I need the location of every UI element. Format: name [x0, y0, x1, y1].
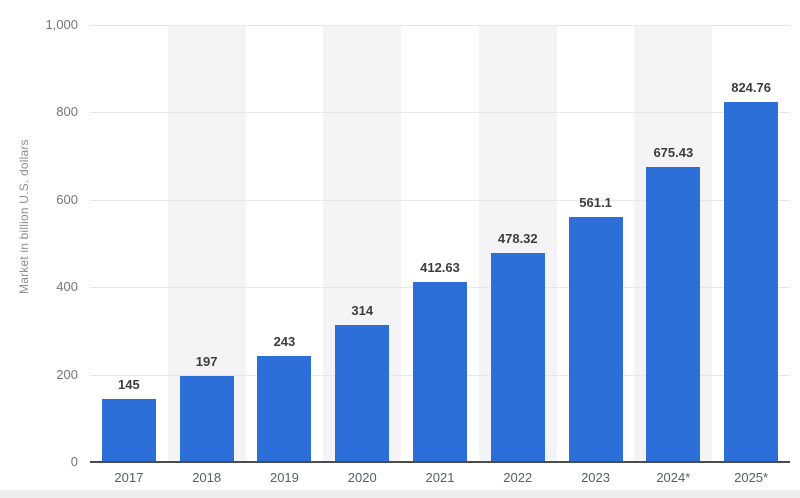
x-tick-label: 2025*: [734, 470, 769, 485]
plot-area: 145 197 243 314 412.63 478.32 561.1 675.43 824.7…: [90, 25, 790, 462]
bar-value-label: 145: [118, 376, 140, 392]
y-tick-label: 1,000: [45, 17, 78, 32]
bar-2019[interactable]: [257, 355, 312, 462]
y-tick-label: 800: [56, 104, 78, 120]
bar-2018[interactable]: [179, 375, 234, 462]
gridline: [90, 25, 790, 26]
x-tick-label: 2018: [192, 470, 222, 485]
x-tick-label: 2022: [503, 470, 533, 485]
bar-2017[interactable]: [101, 398, 156, 462]
footer-strip: [0, 490, 800, 498]
bar-2022[interactable]: [490, 252, 545, 462]
x-tick-label: 2024*: [656, 470, 691, 485]
bar-value-label: 675.43: [653, 144, 694, 160]
bar-value-label: 243: [273, 333, 296, 349]
y-tick-label: 600: [56, 191, 78, 207]
bar-2024*[interactable]: [646, 166, 701, 462]
gridline: [90, 199, 790, 201]
bar-2023[interactable]: [568, 216, 623, 462]
bar-2025*[interactable]: [724, 101, 779, 462]
bar-value-label: 314: [351, 302, 374, 318]
y-tick-label: 400: [56, 279, 78, 295]
bar-value-label: 824.76: [731, 79, 771, 95]
x-axis-line: [90, 461, 790, 463]
bar-2020[interactable]: [335, 324, 390, 462]
x-tick-label: 2017: [114, 470, 144, 485]
y-tick-label: 0: [70, 454, 78, 469]
gridline: [90, 112, 790, 114]
bar-value-label: 478.32: [497, 230, 538, 246]
x-tick-label: 2019: [269, 470, 299, 485]
bar-value-label: 561.1: [579, 194, 612, 210]
y-axis-title: Market in billion U.S. dollars: [17, 139, 31, 294]
bar-value-label: 197: [195, 353, 218, 369]
bar-2021[interactable]: [413, 281, 467, 462]
x-tick-label: 2020: [347, 470, 377, 485]
y-tick-label: 200: [56, 366, 78, 382]
x-tick-label: 2021: [425, 470, 455, 485]
x-tick-label: 2023: [581, 470, 610, 485]
bar-value-label: 412.63: [420, 259, 460, 275]
